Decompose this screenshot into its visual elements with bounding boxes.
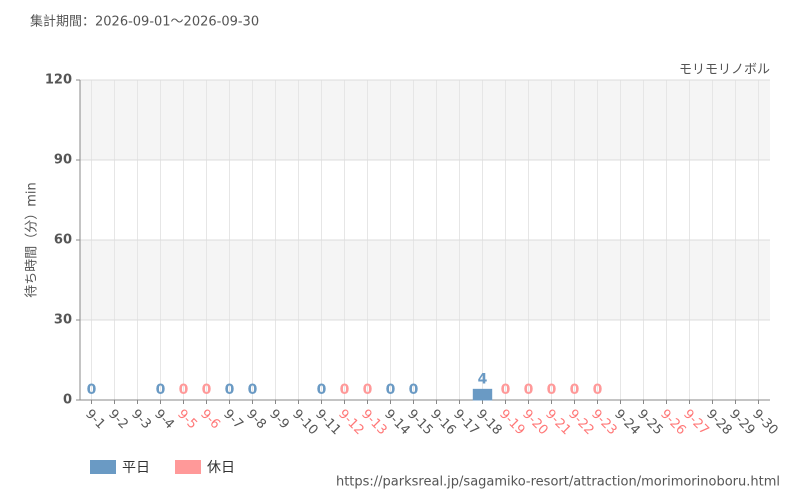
legend-swatch xyxy=(175,460,201,474)
data-label: 0 xyxy=(570,382,580,398)
data-label: 0 xyxy=(409,382,419,398)
chart-subtitle: モリモリノボル xyxy=(679,63,770,78)
data-label: 0 xyxy=(202,382,212,398)
x-tick-label: 9-10 xyxy=(289,407,320,438)
y-tick-label: 60 xyxy=(54,233,72,248)
y-tick-label: 120 xyxy=(45,73,72,88)
y-axis-label: 待ち時間（分）min xyxy=(25,182,40,298)
data-label: 0 xyxy=(363,382,373,398)
chart-title: 集計期間：2026-09-01～2026-09-30 xyxy=(30,14,259,30)
x-tick-label: 9-2 xyxy=(105,407,131,433)
x-tick-label: 9-7 xyxy=(220,407,246,433)
plot-band xyxy=(80,80,770,160)
x-tick-label: 9-3 xyxy=(128,407,154,433)
data-label: 0 xyxy=(593,382,603,398)
data-label: 0 xyxy=(547,382,557,398)
data-label: 0 xyxy=(501,382,511,398)
data-label: 0 xyxy=(87,382,97,398)
data-label: 0 xyxy=(225,382,235,398)
source-url: https://parksreal.jp/sagamiko-resort/att… xyxy=(336,475,780,490)
x-tick-label: 9-6 xyxy=(197,407,223,433)
data-label: 0 xyxy=(156,382,166,398)
data-label: 0 xyxy=(317,382,327,398)
y-tick-label: 90 xyxy=(54,153,72,168)
data-label: 0 xyxy=(524,382,534,398)
data-label: 0 xyxy=(179,382,189,398)
legend-label: 平日 xyxy=(122,460,150,476)
bar xyxy=(472,388,493,401)
legend-label: 休日 xyxy=(207,460,235,476)
plot-band xyxy=(80,240,770,320)
data-label: 0 xyxy=(248,382,258,398)
data-label: 0 xyxy=(386,382,396,398)
x-tick-label: 9-4 xyxy=(151,407,177,433)
x-tick-label: 9-5 xyxy=(174,407,200,433)
y-tick-label: 30 xyxy=(54,313,72,328)
x-tick-label: 9-8 xyxy=(243,407,269,433)
y-tick-label: 0 xyxy=(63,393,72,408)
data-label: 0 xyxy=(340,382,350,398)
legend-swatch xyxy=(90,460,116,474)
data-label: 4 xyxy=(478,371,488,387)
x-tick-label: 9-9 xyxy=(266,407,292,433)
x-tick-label: 9-1 xyxy=(82,407,108,433)
